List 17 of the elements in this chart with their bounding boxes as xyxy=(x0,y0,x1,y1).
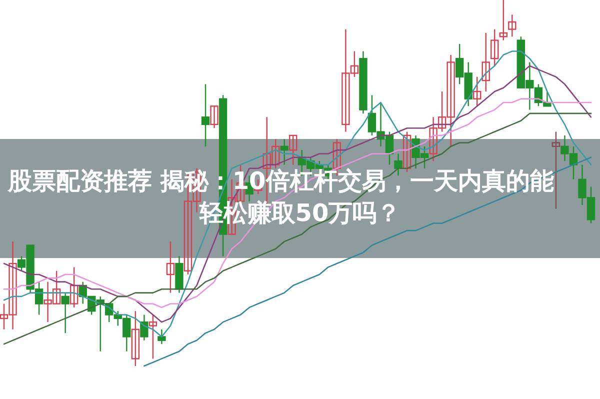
candlestick xyxy=(473,76,482,107)
candlestick xyxy=(508,14,516,38)
candlestick xyxy=(289,134,298,166)
candlestick xyxy=(158,328,166,345)
candlestick xyxy=(490,28,499,66)
candlestick xyxy=(201,84,210,147)
candlestick xyxy=(482,32,490,92)
candlestick xyxy=(166,240,175,294)
candlestick xyxy=(131,310,140,367)
candlestick xyxy=(280,138,288,166)
candlestick xyxy=(148,314,158,360)
candlestick xyxy=(70,266,78,308)
candlestick xyxy=(210,106,218,129)
candlestick xyxy=(140,314,148,341)
candlestick xyxy=(402,131,412,173)
candlestick xyxy=(61,292,70,334)
candlestick xyxy=(499,0,508,41)
